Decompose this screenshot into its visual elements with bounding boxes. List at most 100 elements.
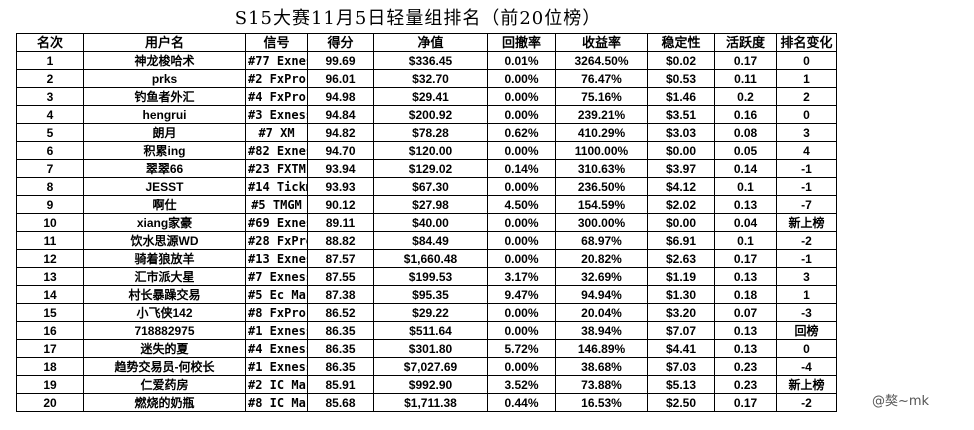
cell-equity: $301.80 — [373, 339, 488, 358]
cell-return: 20.04% — [555, 303, 648, 322]
table-row: 2 prks #2 FxPro 96.01 $32.70 0.00% 76.47% $0.53… — [16, 69, 837, 88]
cell-username: 村长暴躁交易 — [83, 285, 246, 304]
cell-rank-change: -7 — [776, 195, 837, 214]
cell-activity: 0.07 — [714, 303, 777, 322]
cell-activity: 0.04 — [714, 213, 777, 232]
table-row: 3 钓鱼者外汇 #4 FxPro 94.98 $29.41 0.00% 75.16% $1.4… — [16, 87, 837, 106]
cell-rank: 18 — [16, 357, 84, 376]
cell-stability: $2.02 — [647, 195, 715, 214]
cell-rank-change: 3 — [776, 267, 837, 286]
cell-signal: #7 XM — [245, 123, 308, 142]
cell-activity: 0.08 — [714, 123, 777, 142]
cell-rank: 11 — [16, 231, 84, 250]
cell-signal: #1 Exness — [245, 321, 308, 340]
cell-rank: 6 — [16, 141, 84, 160]
cell-activity: 0.13 — [714, 267, 777, 286]
cell-stability: $4.41 — [647, 339, 715, 358]
cell-drawdown: 4.50% — [487, 195, 556, 214]
cell-rank-change: 回榜 — [776, 321, 837, 340]
cell-rank-change: 0 — [776, 51, 837, 70]
cell-equity: $200.92 — [373, 105, 488, 124]
cell-rank: 7 — [16, 159, 84, 178]
cell-rank: 17 — [16, 339, 84, 358]
header-rank-change: 排名变化 — [776, 33, 837, 52]
cell-rank: 4 — [16, 105, 84, 124]
cell-signal: #3 Exness — [245, 105, 308, 124]
cell-score: 94.82 — [307, 123, 374, 142]
cell-rank: 5 — [16, 123, 84, 142]
cell-return: 236.50% — [555, 177, 648, 196]
table-row: 9 啊仕 #5 TMGM 90.12 $27.98 4.50% 154.59% $2.02 0.… — [16, 195, 837, 214]
cell-score: 87.57 — [307, 249, 374, 268]
cell-equity: $78.28 — [373, 123, 488, 142]
cell-stability: $1.19 — [647, 267, 715, 286]
cell-activity: 0.14 — [714, 159, 777, 178]
cell-score: 93.94 — [307, 159, 374, 178]
cell-username: prks — [83, 69, 246, 88]
cell-signal: #4 FxPro — [245, 87, 308, 106]
page-title: S15大赛11月5日轻量组排名（前20位榜） — [234, 8, 602, 29]
cell-activity: 0.2 — [714, 87, 777, 106]
cell-drawdown: 0.00% — [487, 213, 556, 232]
cell-drawdown: 5.72% — [487, 339, 556, 358]
cell-activity: 0.18 — [714, 285, 777, 304]
cell-score: 87.38 — [307, 285, 374, 304]
cell-username: 神龙梭哈术 — [83, 51, 246, 70]
cell-drawdown: 0.00% — [487, 141, 556, 160]
cell-drawdown: 0.62% — [487, 123, 556, 142]
cell-activity: 0.17 — [714, 393, 777, 412]
cell-stability: $3.97 — [647, 159, 715, 178]
cell-activity: 0.16 — [714, 105, 777, 124]
cell-score: 85.68 — [307, 393, 374, 412]
cell-activity: 0.1 — [714, 177, 777, 196]
cell-rank-change: -1 — [776, 177, 837, 196]
cell-username: 饮水思源WD — [83, 231, 246, 250]
cell-return: 146.89% — [555, 339, 648, 358]
cell-rank: 3 — [16, 87, 84, 106]
cell-score: 86.35 — [307, 339, 374, 358]
cell-rank-change: -1 — [776, 159, 837, 178]
cell-rank: 2 — [16, 69, 84, 88]
cell-score: 99.69 — [307, 51, 374, 70]
cell-equity: $32.70 — [373, 69, 488, 88]
header-username: 用户名 — [83, 33, 246, 52]
watermark: @獒~mk — [872, 394, 930, 409]
cell-activity: 0.05 — [714, 141, 777, 160]
cell-signal: #4 Exness — [245, 339, 308, 358]
cell-drawdown: 3.17% — [487, 267, 556, 286]
cell-equity: $336.45 — [373, 51, 488, 70]
table-row: 17 迷失的夏 #4 Exness 86.35 $301.80 5.72% 146.89% $… — [16, 339, 837, 358]
cell-signal: #1 Exness — [245, 357, 308, 376]
cell-return: 20.82% — [555, 249, 648, 268]
table-row: 5 朗月 #7 XM 94.82 $78.28 0.62% 410.29% $3.03 0.08… — [16, 123, 837, 142]
cell-stability: $7.07 — [647, 321, 715, 340]
cell-rank-change: 0 — [776, 339, 837, 358]
cell-stability: $3.20 — [647, 303, 715, 322]
cell-return: 154.59% — [555, 195, 648, 214]
cell-score: 89.11 — [307, 213, 374, 232]
header-equity: 净值 — [373, 33, 488, 52]
cell-stability: $2.63 — [647, 249, 715, 268]
cell-rank: 12 — [16, 249, 84, 268]
cell-return: 32.69% — [555, 267, 648, 286]
cell-username: 朗月 — [83, 123, 246, 142]
cell-return: 239.21% — [555, 105, 648, 124]
cell-return: 94.94% — [555, 285, 648, 304]
cell-return: 75.16% — [555, 87, 648, 106]
cell-signal: #69 Exness — [245, 213, 308, 232]
cell-signal: #7 Exness — [245, 267, 308, 286]
cell-username: 翠翠66 — [83, 159, 246, 178]
header-activity: 活跃度 — [714, 33, 777, 52]
cell-score: 85.91 — [307, 375, 374, 394]
cell-stability: $4.12 — [647, 177, 715, 196]
cell-score: 86.52 — [307, 303, 374, 322]
cell-equity: $95.35 — [373, 285, 488, 304]
cell-drawdown: 0.00% — [487, 69, 556, 88]
cell-drawdown: 0.00% — [487, 105, 556, 124]
cell-username: 燃烧的奶瓶 — [83, 393, 246, 412]
